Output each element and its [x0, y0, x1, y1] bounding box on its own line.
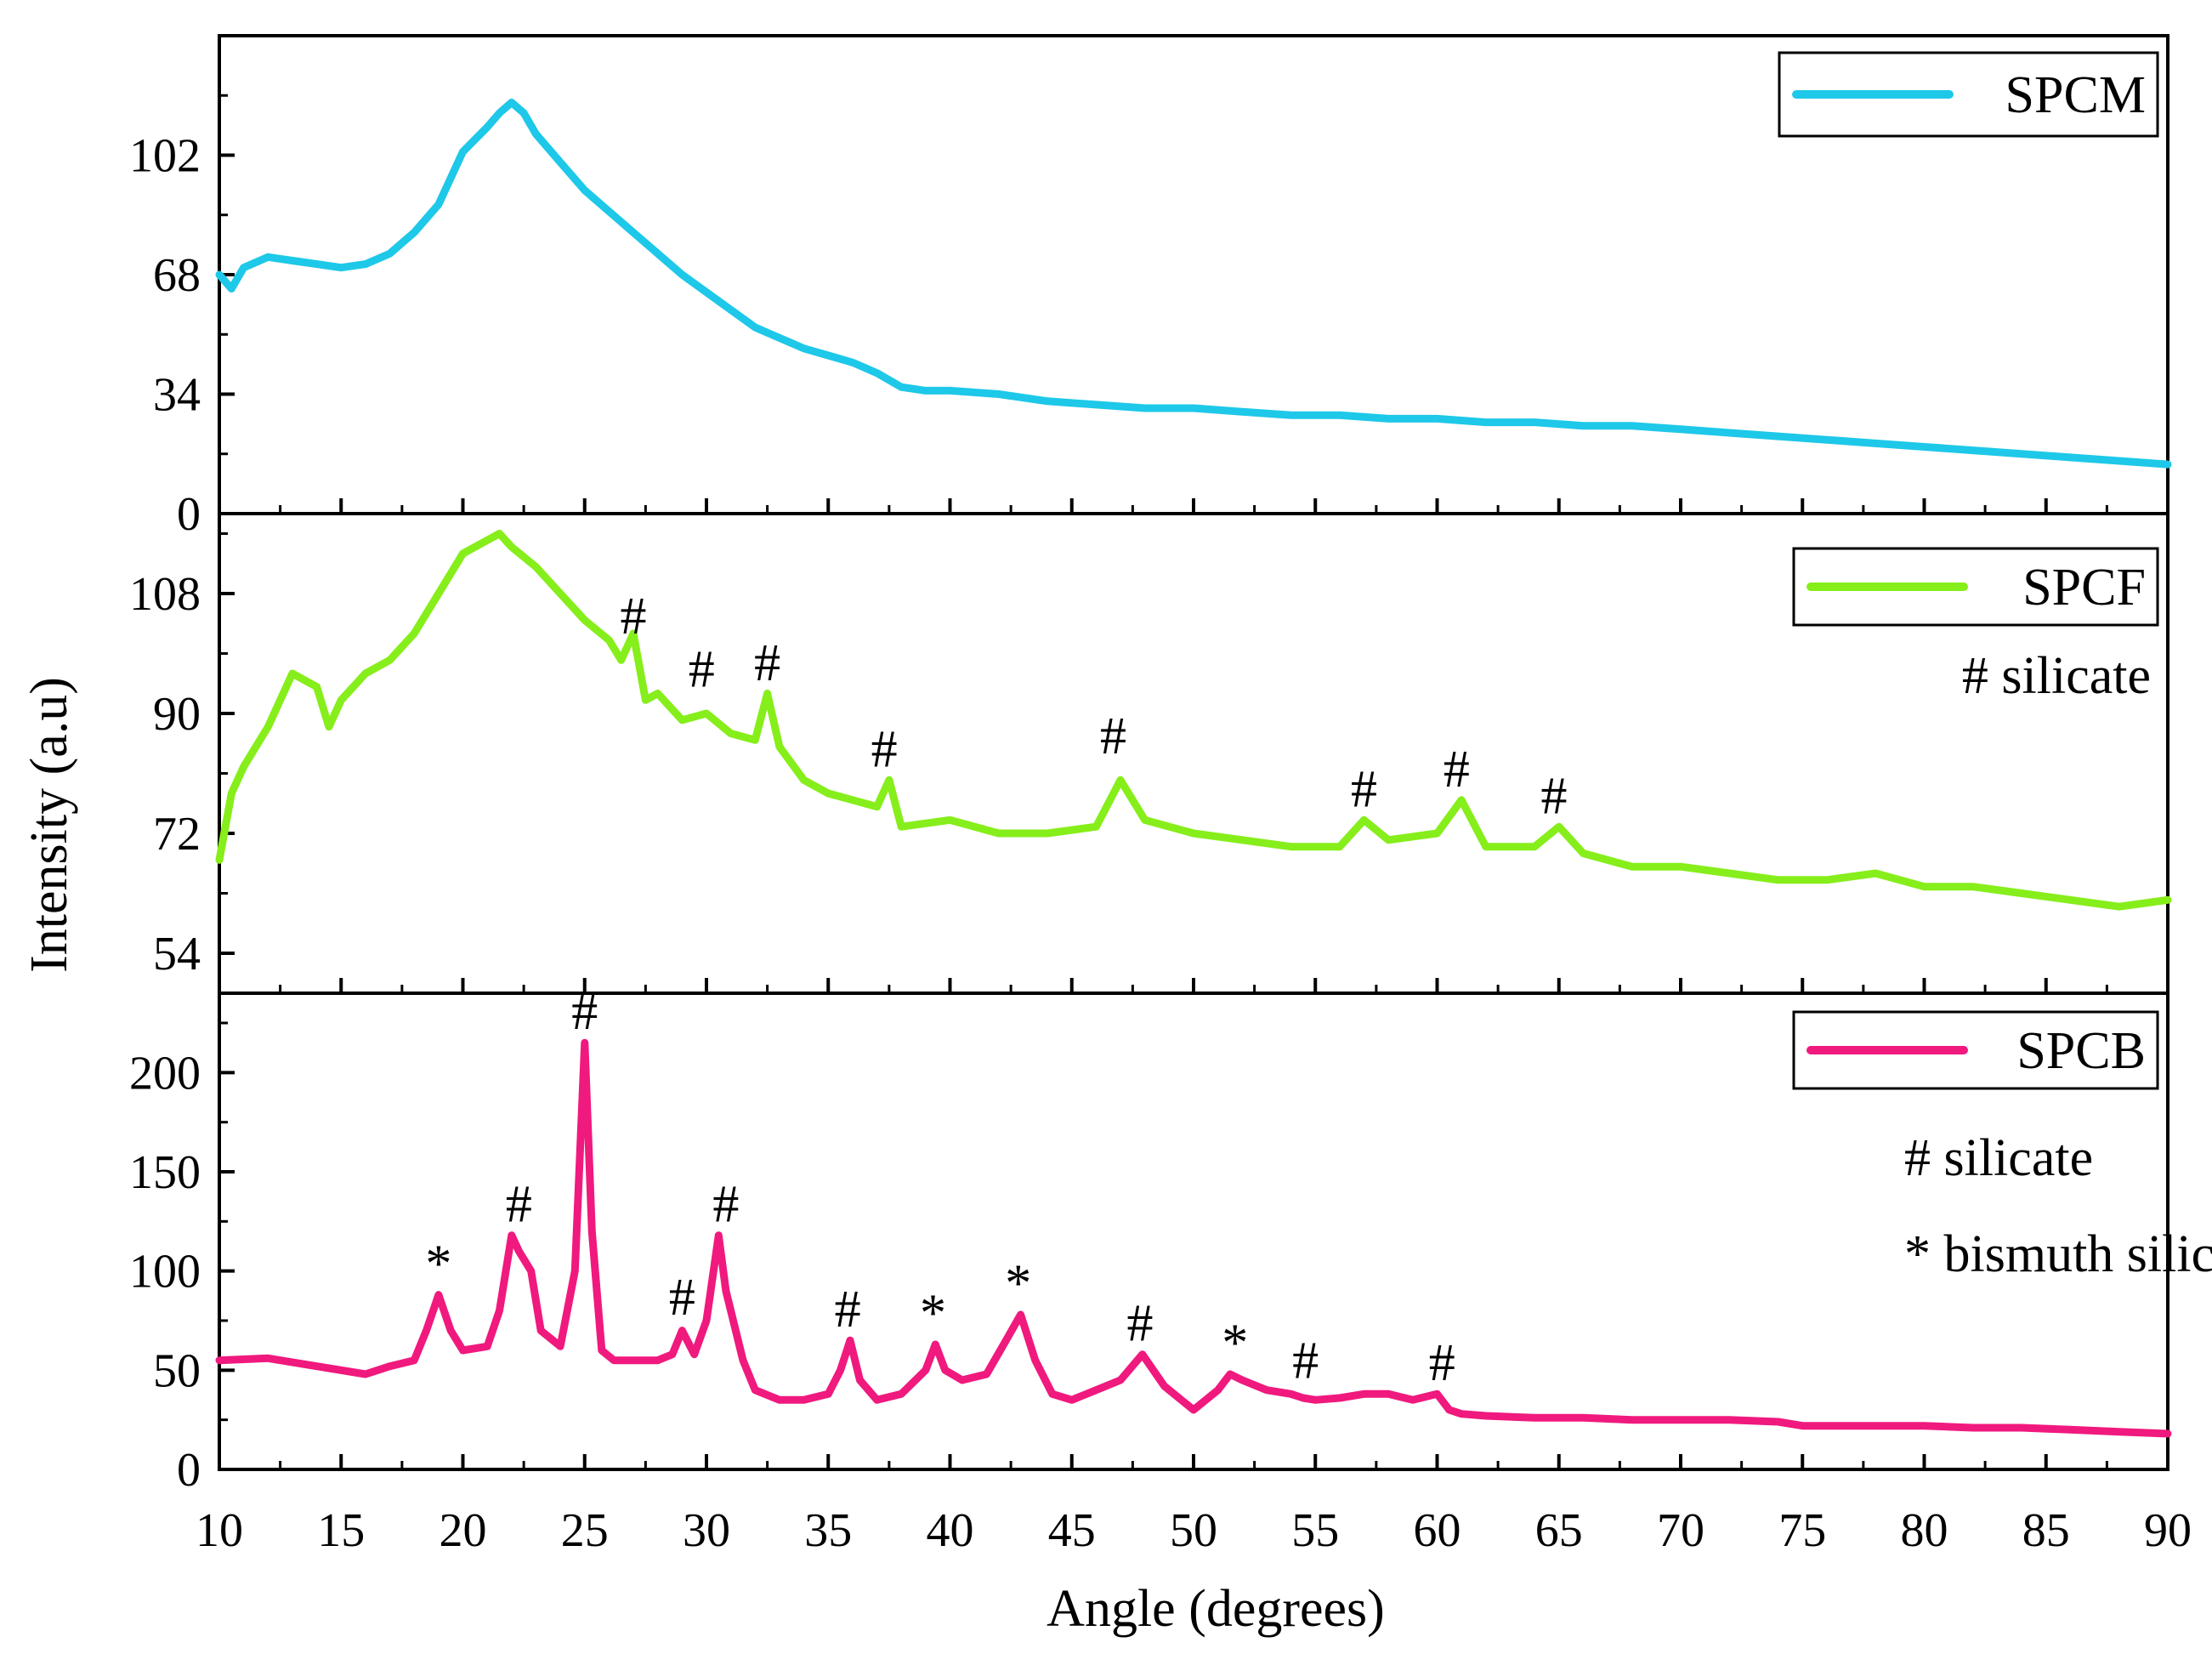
key-note: # silicate: [1962, 647, 2151, 705]
legend-spcb: SPCB: [1792, 1010, 2159, 1090]
x-tick-label: 15: [317, 1504, 365, 1557]
x-tick-label: 90: [2144, 1504, 2192, 1557]
x-tick-label: 35: [804, 1504, 852, 1557]
series-line-spcb: [215, 1038, 2172, 1438]
y-tick-label: 72: [153, 808, 201, 861]
y-tick-label: 200: [129, 1047, 201, 1100]
silicate-marker: #: [1429, 1334, 1455, 1392]
x-tick-label: 85: [2022, 1504, 2070, 1557]
silicate-marker: #: [621, 588, 647, 645]
x-tick-label: 70: [1657, 1504, 1704, 1557]
silicate-marker: #: [1292, 1333, 1319, 1390]
series-line-spcm: [215, 99, 2172, 469]
x-tick-label: 75: [1778, 1504, 1826, 1557]
y-tick-label: 0: [177, 1444, 201, 1497]
key-note: # silicate: [1904, 1129, 2093, 1187]
silicate-marker: #: [1100, 707, 1126, 765]
key-note: * bismuth silicate: [1904, 1225, 2212, 1283]
legend-box: [1792, 1010, 2159, 1090]
x-tick-label: 45: [1048, 1504, 1096, 1557]
y-tick-label: 102: [129, 130, 201, 183]
panel-spcb: 0 50 100 150 200 SPCB # silicate * bismuth sili…: [129, 992, 2212, 1497]
y-tick-label: 68: [153, 249, 201, 302]
x-tick-label: 20: [440, 1504, 487, 1557]
y-tick-label: 34: [153, 369, 201, 422]
bismuth-silicate-marker: *: [920, 1285, 946, 1343]
silicate-marker: #: [1443, 741, 1470, 798]
silicate-marker: #: [689, 641, 715, 699]
y-tick-label: 108: [129, 568, 201, 621]
silicate-marker: #: [506, 1175, 532, 1233]
y-tick-label: 150: [129, 1146, 201, 1199]
x-tick-label: 30: [683, 1504, 730, 1557]
y-axis-title: Intensity (a.u): [20, 677, 78, 973]
y-tick-label: 90: [153, 688, 201, 741]
x-tick-label: 60: [1414, 1504, 1461, 1557]
bismuth-silicate-marker: *: [1005, 1255, 1031, 1313]
x-axis-title: Angle (degrees): [1046, 1580, 1385, 1638]
x-tick-label: 55: [1291, 1504, 1339, 1557]
y-tick-label: 50: [153, 1344, 201, 1397]
silicate-marker: #: [1126, 1294, 1153, 1352]
silicate-marker: #: [712, 1175, 739, 1233]
legend-spcf: SPCF: [1792, 547, 2159, 627]
bismuth-silicate-marker: *: [1222, 1315, 1248, 1372]
y-tick-label: 100: [129, 1246, 201, 1298]
y-tick-label: 0: [177, 488, 201, 541]
legend-label: SPCF: [2022, 559, 2146, 617]
x-tick-label: 50: [1170, 1504, 1217, 1557]
silicate-marker: #: [835, 1281, 861, 1338]
plot-area: 0 34 68 102 SPCM 54 72 90 108 SPCF # silicate 0 50 10…: [129, 34, 2212, 1557]
silicate-marker: #: [571, 983, 598, 1041]
y-tick-label: 54: [153, 928, 201, 980]
legend-spcm: SPCM: [1778, 51, 2159, 138]
silicate-marker: #: [1351, 761, 1377, 819]
silicate-marker: #: [754, 634, 780, 692]
x-tick-label: 80: [1901, 1504, 1948, 1557]
silicate-marker: #: [871, 721, 898, 779]
legend-label: SPCM: [2005, 66, 2146, 124]
silicate-marker: #: [1541, 768, 1568, 826]
x-tick-label: 40: [927, 1504, 974, 1557]
panel-spcm: 0 34 68 102 SPCM: [129, 34, 2172, 541]
silicate-marker: #: [669, 1269, 695, 1327]
x-tick-label: 65: [1535, 1504, 1583, 1557]
legend-label: SPCB: [2016, 1022, 2146, 1080]
panel-spcf: 54 72 90 108 SPCF # silicate: [129, 512, 2172, 995]
bismuth-silicate-marker: *: [425, 1235, 451, 1293]
x-tick-label: 10: [196, 1504, 243, 1557]
series-line-spcf: [215, 530, 2172, 911]
x-tick-label: 25: [561, 1504, 609, 1557]
